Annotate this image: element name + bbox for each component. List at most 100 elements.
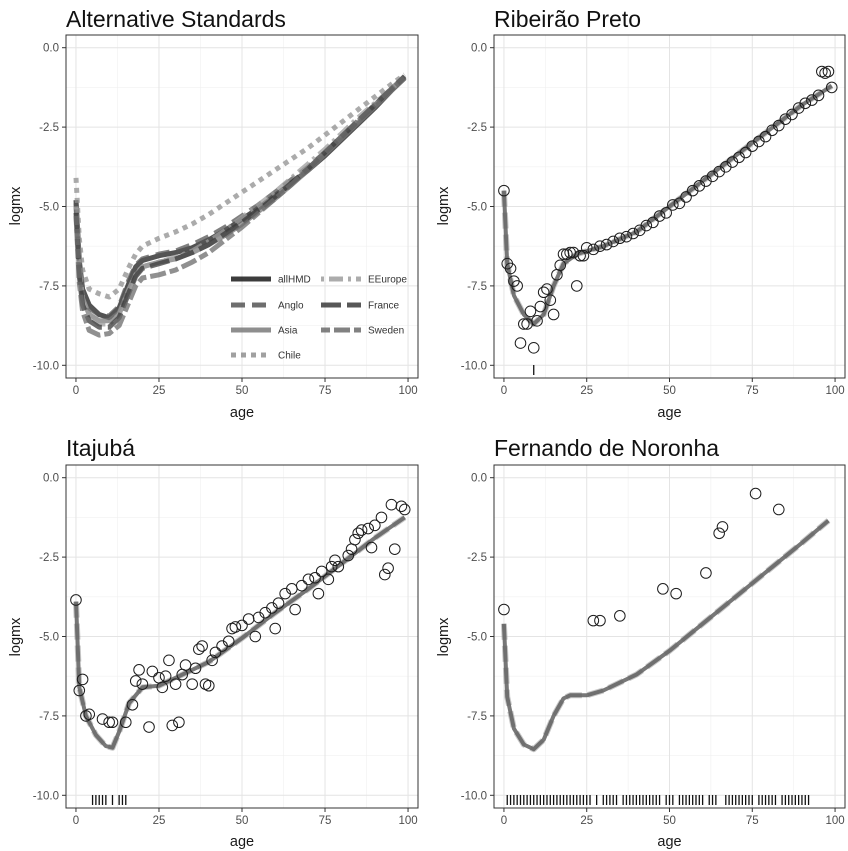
data-point: [541, 283, 553, 295]
data-point: [342, 549, 355, 562]
x-tick-label: 50: [663, 385, 676, 397]
data-point: [739, 146, 752, 159]
x-tick-label: 75: [746, 385, 759, 397]
data-point: [547, 308, 560, 321]
data-point: [249, 630, 262, 643]
data-point: [126, 698, 139, 711]
data-point: [329, 554, 341, 567]
data-point: [355, 524, 368, 536]
y-tick-label: 0.0: [43, 43, 59, 55]
legend: allHMD Anglo Asia Chile EEurope France Sweden: [231, 275, 407, 362]
data-point: [822, 65, 835, 78]
fit-line: [501, 519, 830, 752]
data-point: [322, 573, 335, 586]
data-point: [514, 337, 527, 349]
data-point: [518, 318, 530, 330]
y-tick-label: -7.5: [467, 711, 487, 723]
x-tick-label: 75: [746, 815, 759, 827]
data-point: [186, 678, 198, 690]
data-point: [398, 503, 411, 516]
data-point: [700, 567, 712, 579]
x-tick-label: 100: [825, 385, 844, 397]
data-point: [325, 560, 338, 573]
x-tick-label: 25: [580, 385, 593, 397]
y-tick-label: -2.5: [39, 552, 59, 564]
chart-title: Itajubá: [66, 435, 135, 461]
data-point: [129, 675, 142, 687]
y-axis-label: logmx: [8, 186, 24, 225]
data-point: [76, 673, 89, 686]
data-point: [189, 662, 202, 675]
data-point: [315, 565, 328, 578]
data-point: [786, 108, 798, 121]
data-point: [594, 614, 606, 627]
data-point: [312, 587, 325, 600]
x-tick-label: 50: [236, 385, 249, 397]
data-point: [382, 562, 394, 575]
data-point: [166, 719, 179, 732]
data-point: [332, 560, 345, 573]
data-point: [498, 603, 510, 616]
data-point: [594, 240, 606, 252]
data-point: [352, 527, 365, 540]
data-point: [537, 286, 550, 299]
data-point: [600, 238, 613, 251]
y-tick-label: -5.0: [39, 632, 59, 644]
data-point: [713, 527, 725, 540]
data-point: [146, 665, 159, 678]
data-point: [169, 678, 182, 690]
data-point: [309, 571, 321, 584]
data-layer: [73, 72, 407, 338]
chart-title: Ribeirão Preto: [494, 6, 641, 32]
chart-title: Fernando de Noronha: [494, 435, 719, 461]
chart-panel-1: Alternative Standards 0 25 50 75 100 0.0 -2.5 -5…: [8, 6, 419, 421]
data-point: [504, 262, 517, 275]
legend-label-anglo: Anglo: [278, 301, 304, 312]
data-point: [133, 664, 145, 676]
data-point: [614, 232, 626, 245]
x-axis-label: age: [230, 405, 254, 421]
data-point: [531, 315, 543, 327]
legend-label-asia: Asia: [278, 326, 298, 337]
data-point: [375, 511, 388, 524]
chart-panel-3: Itajubá 0 25 50 75 100 0.0 -2.5 -5.0 -7.5 -10.0 age…: [8, 435, 419, 850]
data-point: [70, 594, 82, 606]
data-point: [295, 579, 308, 592]
data-point: [527, 342, 540, 354]
data-point: [83, 708, 96, 721]
data-layer: [70, 498, 411, 805]
x-axis-label: age: [657, 834, 681, 850]
x-tick-label: 0: [501, 385, 507, 397]
data-point: [647, 216, 659, 229]
data-point: [173, 716, 185, 729]
data-point: [627, 227, 639, 240]
data-point: [106, 716, 119, 729]
data-point: [667, 199, 679, 211]
data-point: [772, 119, 785, 132]
data-point: [653, 210, 666, 222]
data-point: [614, 610, 626, 622]
data-point: [812, 89, 825, 102]
data-point: [272, 597, 285, 609]
series-line-france: [73, 74, 407, 330]
data-point: [749, 487, 762, 500]
legend-label-sweden: Sweden: [368, 326, 404, 337]
data-point: [607, 235, 620, 248]
data-point: [799, 97, 812, 110]
y-tick-label: -5.0: [39, 202, 59, 214]
chart-panel-2: Ribeirão Preto 0 25 50 75 100 0.0 -2.5 -5.0 -7.5 -…: [436, 6, 846, 421]
data-point: [716, 521, 729, 533]
data-point: [554, 259, 567, 272]
data-point: [640, 219, 653, 232]
data-point: [580, 241, 593, 254]
data-point: [570, 280, 583, 292]
data-point: [388, 543, 401, 555]
data-point: [206, 654, 218, 667]
data-point: [349, 533, 361, 546]
y-tick-label: -5.0: [467, 202, 487, 214]
x-tick-label: 100: [398, 815, 417, 827]
data-point: [269, 622, 282, 635]
data-point: [289, 603, 301, 616]
data-point: [574, 249, 586, 262]
y-tick-label: -10.0: [33, 360, 59, 372]
